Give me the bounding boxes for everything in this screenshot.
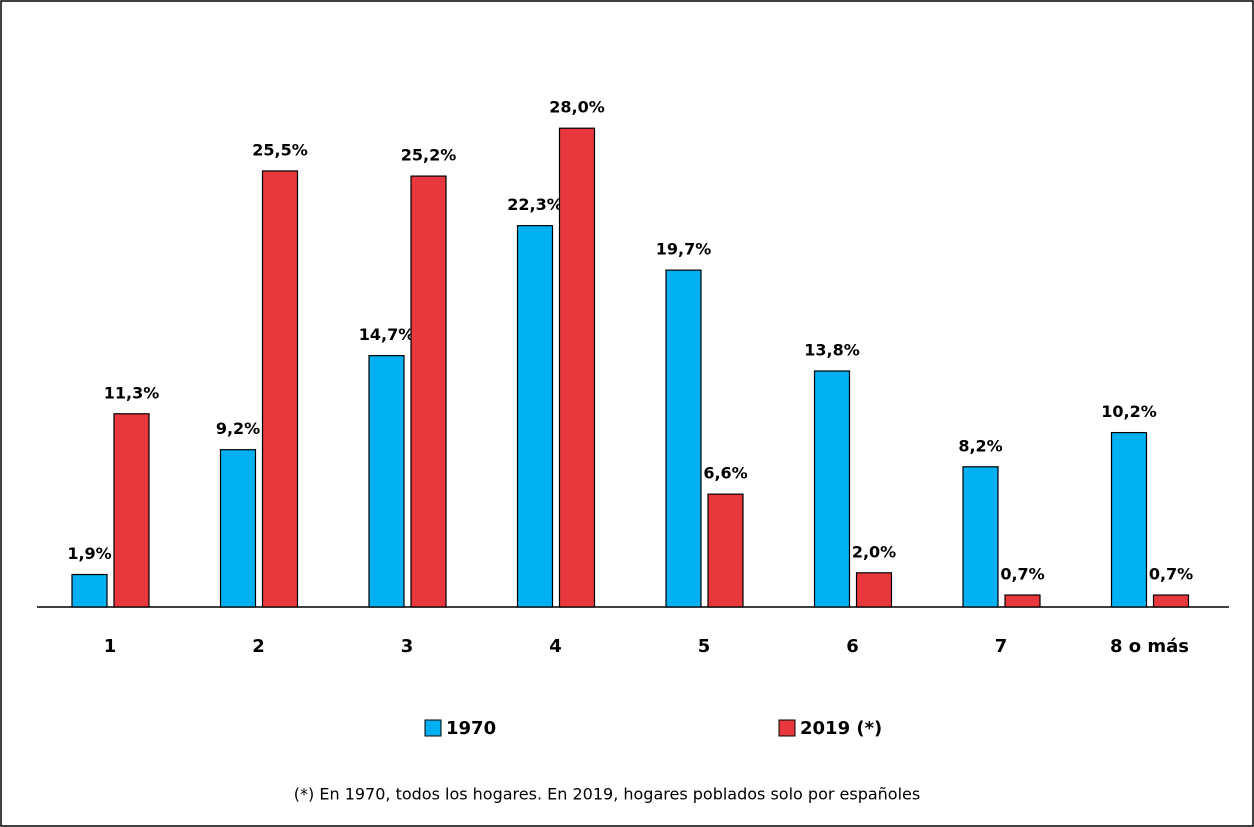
data-label: 2,0%: [852, 542, 896, 561]
bar: [1152, 594, 1190, 608]
data-label: 1,9%: [67, 544, 111, 563]
bar: [558, 127, 596, 608]
data-label: 25,2%: [401, 146, 457, 165]
bar: [219, 449, 257, 608]
data-label: 28,0%: [549, 98, 605, 117]
x-tick-label: 7: [995, 636, 1008, 657]
x-tick-label: 1: [104, 636, 117, 657]
data-label: 9,2%: [216, 419, 260, 438]
x-tick-label: 8 o más: [1110, 636, 1189, 657]
bar: [410, 175, 447, 608]
bar: [71, 573, 108, 608]
data-label: 10,2%: [1101, 402, 1157, 421]
data-label: 13,8%: [804, 341, 860, 360]
data-label: 25,5%: [252, 140, 308, 159]
legend-swatch: [424, 719, 442, 737]
x-tick-label: 4: [549, 636, 562, 657]
bar: [368, 355, 405, 608]
x-tick-label: 6: [846, 636, 859, 657]
bar: [261, 170, 299, 608]
legend-label: 2019 (*): [800, 718, 882, 739]
data-label: 22,3%: [507, 195, 563, 214]
data-label: 11,3%: [104, 383, 160, 402]
legend-swatch: [778, 719, 796, 737]
bar: [1004, 594, 1041, 608]
footnote: (*) En 1970, todos los hogares. En 2019,…: [294, 785, 920, 804]
bar: [1110, 431, 1148, 608]
data-label: 19,7%: [656, 240, 712, 259]
data-label: 14,7%: [359, 325, 415, 344]
data-label: 0,7%: [1000, 565, 1044, 584]
x-tick-label: 2: [252, 636, 265, 657]
bar: [962, 466, 999, 608]
x-tick-label: 3: [401, 636, 414, 657]
bar: [113, 413, 150, 608]
data-label: 6,6%: [703, 464, 747, 483]
bar: [665, 269, 702, 608]
bar: [516, 225, 554, 608]
bar: [707, 493, 744, 608]
data-label: 8,2%: [958, 436, 1002, 455]
bar: [813, 370, 851, 608]
bar: [855, 572, 893, 608]
legend-label: 1970: [446, 718, 496, 739]
data-label: 0,7%: [1149, 565, 1193, 584]
x-tick-label: 5: [698, 636, 711, 657]
